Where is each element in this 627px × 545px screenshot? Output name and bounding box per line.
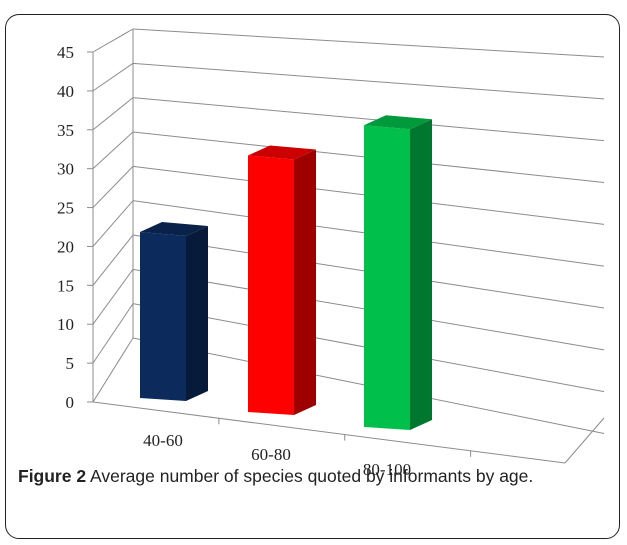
- y-tick-label-25: 25: [57, 199, 74, 218]
- gridline-side-40: [92, 62, 134, 92]
- y-tick-label-15: 15: [57, 276, 74, 295]
- gridline-side-35: [92, 97, 134, 131]
- y-tick-label-10: 10: [57, 315, 74, 334]
- bar-top-60-80: [248, 145, 316, 160]
- bar-front-60-80: [248, 155, 294, 415]
- gridline-side-20: [92, 200, 134, 247]
- bar-front-40-60: [140, 232, 186, 401]
- y-tick-label-40: 40: [57, 82, 74, 101]
- axes: [87, 29, 605, 464]
- x-category-label-60-80: 60-80: [251, 445, 291, 464]
- bar-top-40-60: [140, 222, 208, 237]
- bar-front-80-100: [364, 125, 410, 430]
- x-category-label-40-60: 40-60: [143, 431, 183, 450]
- gridline-side-0: [92, 337, 134, 403]
- y-tick-label-5: 5: [66, 354, 75, 373]
- bar-80-100: [364, 115, 432, 430]
- bar-side-80-100: [410, 119, 432, 430]
- floor-right-edge: [564, 417, 605, 464]
- gridline-side-45: [92, 28, 134, 53]
- figure-caption: Figure 2 Average number of species quote…: [18, 463, 608, 489]
- x-category-labels: 40-60 60-80 80-100: [143, 431, 411, 479]
- y-tick-label-30: 30: [57, 160, 74, 179]
- x-axis-line: [92, 401, 566, 464]
- y-tick-label-45: 45: [57, 43, 74, 62]
- x-category-label-80-100: 80-100: [363, 460, 411, 479]
- bar-60-80: [248, 145, 316, 415]
- gridline-side-10: [92, 269, 134, 325]
- gridline-side-25: [92, 165, 134, 208]
- caption-text: Average number of species quoted by info…: [89, 466, 534, 486]
- y-tick-labels: 0 5 10 15 20 25 30 35 40 45: [57, 43, 74, 412]
- gridline-back-40: [132, 62, 605, 100]
- bars: [140, 115, 432, 430]
- caption-label: Figure 2: [18, 466, 87, 486]
- y-tick-label-35: 35: [57, 121, 74, 140]
- gridline-side-15: [92, 234, 134, 286]
- bar-40-60: [140, 222, 208, 401]
- bar-side-40-60: [186, 226, 208, 401]
- bar-side-60-80: [294, 149, 316, 415]
- y-tick-label-0: 0: [66, 393, 75, 412]
- bar-top-80-100: [364, 115, 432, 130]
- gridline-back-45: [132, 28, 605, 58]
- gridline-side-30: [92, 131, 134, 170]
- y-tick-label-20: 20: [57, 237, 74, 256]
- gridline-side-5: [92, 303, 134, 364]
- gridline-back-35: [132, 97, 605, 142]
